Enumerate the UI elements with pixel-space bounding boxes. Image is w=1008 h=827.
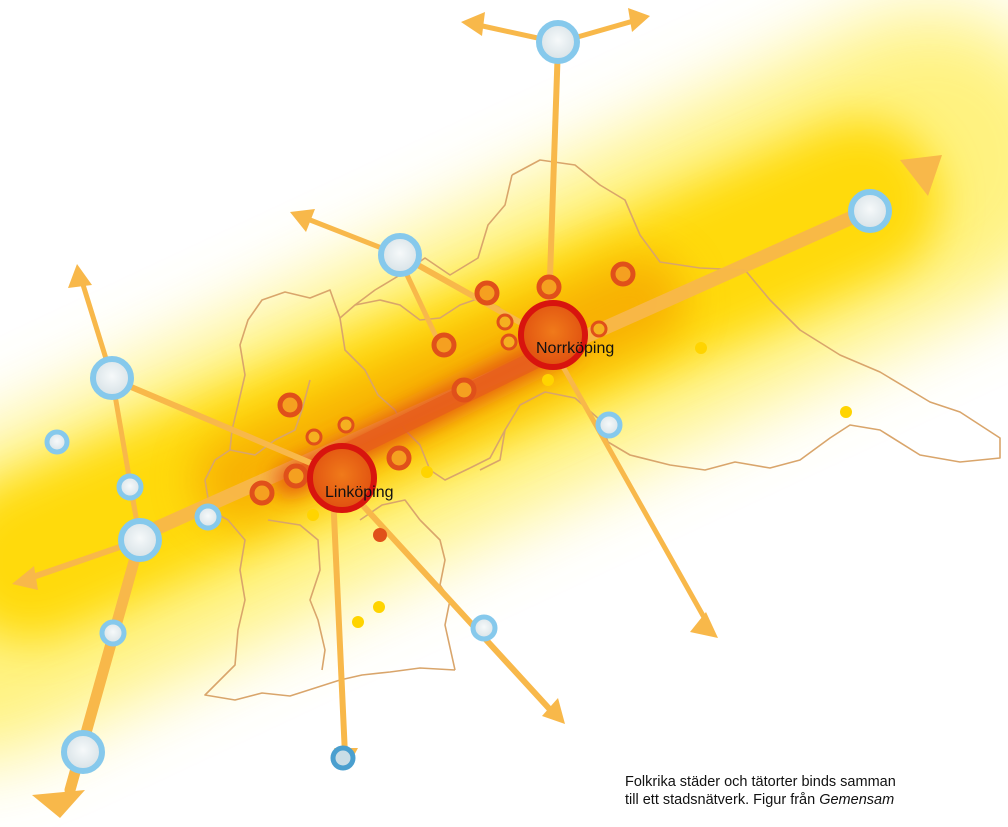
linkoping-hub bbox=[307, 443, 377, 513]
caption-line-2-text: till ett stadsnätverk. Figur från bbox=[625, 792, 820, 808]
town-ring-small bbox=[496, 313, 514, 331]
arrow-south-east bbox=[542, 698, 565, 724]
small-towns bbox=[307, 342, 852, 628]
town-ring bbox=[536, 274, 562, 300]
caption-source-title: Gemensam bbox=[819, 792, 895, 808]
town-ring-small bbox=[305, 428, 323, 446]
town-dot bbox=[542, 374, 554, 386]
town-dot bbox=[421, 466, 433, 478]
outer-node-small bbox=[194, 503, 222, 531]
caption-line-1: Folkrika städer och tätorter binds samma… bbox=[625, 774, 896, 790]
town-ring-small bbox=[500, 333, 518, 351]
town-ring bbox=[249, 480, 275, 506]
town-ring bbox=[610, 261, 636, 287]
arrow-north-left bbox=[461, 12, 485, 36]
outer-node bbox=[61, 730, 105, 774]
arrow-north-right bbox=[628, 8, 650, 32]
outer-node-small bbox=[44, 429, 70, 455]
town-ring-small bbox=[337, 416, 355, 434]
arrow-southeast bbox=[690, 612, 718, 638]
figure-caption: Folkrika städer och tätorter binds samma… bbox=[625, 773, 1008, 809]
town-ring bbox=[451, 377, 477, 403]
town-ring-small bbox=[590, 320, 608, 338]
arrow-northwest bbox=[290, 209, 315, 232]
outer-node-small bbox=[470, 614, 498, 642]
town-dot bbox=[373, 601, 385, 613]
outer-node-small bbox=[99, 619, 127, 647]
linkoping-label: Linköping bbox=[325, 484, 394, 501]
norrkoping-label: Norrköping bbox=[536, 340, 614, 357]
city-hubs bbox=[307, 300, 588, 513]
town-ring bbox=[474, 280, 500, 306]
outer-nodes bbox=[44, 20, 892, 774]
outer-node bbox=[536, 20, 580, 64]
municipal-borders bbox=[204, 159, 1001, 701]
arrow-east bbox=[900, 155, 942, 196]
town-dot bbox=[840, 406, 852, 418]
town-dot bbox=[695, 342, 707, 354]
outer-node bbox=[90, 356, 134, 400]
town-dot bbox=[307, 509, 319, 521]
outer-node bbox=[848, 189, 892, 233]
arrow-north-west-edge bbox=[68, 264, 92, 288]
town-ring bbox=[277, 392, 303, 418]
arrow-southwest bbox=[32, 790, 85, 818]
town-dot bbox=[352, 616, 364, 628]
outer-node bbox=[118, 518, 162, 562]
town-ring bbox=[431, 332, 457, 358]
arrow-west bbox=[12, 566, 38, 590]
outer-node bbox=[378, 233, 422, 277]
outer-node-small bbox=[330, 745, 356, 771]
outer-node-small bbox=[116, 473, 144, 501]
caption-line-2: till ett stadsnätverk. Figur från Gemens… bbox=[625, 791, 1008, 809]
norrkoping-hub bbox=[518, 300, 588, 370]
orange-towns bbox=[249, 261, 636, 542]
town-ring bbox=[283, 463, 309, 489]
town-ring bbox=[386, 445, 412, 471]
outer-node-small bbox=[595, 411, 623, 439]
town-dot-orange bbox=[373, 528, 387, 542]
connector-roads bbox=[27, 17, 713, 796]
